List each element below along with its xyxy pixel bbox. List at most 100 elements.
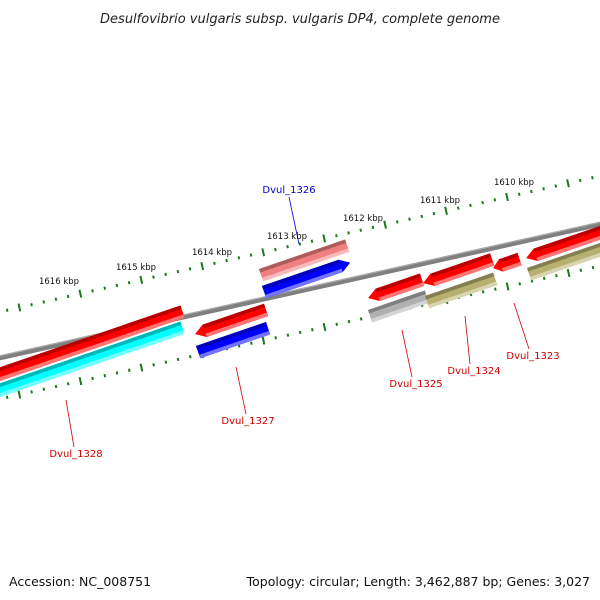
tick-mark (505, 192, 509, 202)
tick-mark (432, 211, 436, 216)
gene-arrow-bevel-bottom (265, 268, 343, 299)
gene-arrow-bevel-bottom (378, 282, 425, 302)
gene-dvul-1326-class[interactable] (262, 259, 351, 299)
gene-dvul-1327-class[interactable] (196, 322, 271, 359)
gene-dvul-1324-class[interactable] (425, 272, 498, 309)
tick-mark (115, 283, 119, 288)
tick-mark (493, 198, 497, 202)
tick-mark (481, 200, 484, 205)
tick-mark (335, 234, 338, 238)
accession-text: Accession: NC_008751 (9, 574, 151, 589)
gene-arrow-bevel-top (0, 305, 182, 372)
tick-mark (481, 290, 485, 294)
gene-arrow-bevel-bottom (433, 262, 495, 287)
tick-mark (261, 336, 266, 345)
gene-dvul-1328-class[interactable] (0, 321, 185, 398)
tick-mark (91, 289, 94, 293)
gene-next-class[interactable] (527, 239, 600, 281)
tick-mark (176, 269, 180, 274)
map-title: Desulfovibrio vulgaris subsp. vulgaris D… (100, 12, 500, 27)
gene-arrow-bevel-bottom (371, 299, 429, 323)
gene-arrow-bevel-top (533, 225, 600, 253)
gene-next-strand[interactable] (526, 223, 600, 262)
gene-label[interactable]: Dvul_1327 (221, 416, 274, 427)
tick-mark (383, 220, 387, 229)
tick-mark (237, 256, 241, 260)
gene-dvul-1325-class[interactable] (368, 290, 429, 323)
tick-mark (164, 272, 167, 277)
gene-arrow-bevel-bottom (530, 252, 600, 281)
tick-mark (188, 355, 192, 359)
gene-arrow-bevel-bottom (205, 312, 269, 338)
tick-mark (322, 234, 327, 243)
gene-arrow-bevel-bottom (501, 261, 522, 272)
tick-mark (261, 248, 266, 257)
tick-mark (249, 341, 253, 345)
gene-arrow-body (259, 239, 350, 282)
tick-mark (78, 376, 83, 386)
kbp-label: 1614 kbp (192, 248, 232, 258)
tick-mark (359, 228, 363, 232)
tick-mark (139, 275, 144, 284)
tick-mark (347, 231, 350, 235)
kbp-label: 1611 kbp (420, 196, 460, 206)
tick-mark (200, 261, 205, 271)
tick-mark (103, 286, 107, 290)
feature-tracks: 1610 kbp 1611 kbp 1612 kbp 1613 kbp 1614 kbp… (0, 176, 600, 460)
tick-mark (542, 187, 545, 191)
gene-arrow-bevel-top (425, 272, 495, 300)
tick-mark (30, 390, 33, 394)
tick-mark (408, 217, 411, 221)
tick-mark (359, 317, 363, 321)
tick-mark (66, 382, 70, 386)
kbp-label: 1612 kbp (343, 214, 383, 224)
gene-label[interactable]: Dvul_1326 (262, 185, 315, 196)
gene-label[interactable]: Dvul_1323 (506, 351, 559, 362)
gene-dvul-1328-strand[interactable] (0, 305, 185, 382)
tick-mark (54, 297, 58, 301)
gene-label[interactable]: Dvul_1328 (49, 449, 102, 460)
tick-mark (566, 179, 570, 188)
gene-dvul-1325-strand[interactable] (368, 273, 425, 302)
gene-arrow-bevel-top (368, 290, 426, 314)
gene-label[interactable]: Dvul_1325 (389, 379, 442, 390)
gene-dvul-1323-strand[interactable] (493, 252, 522, 272)
tick-mark (54, 384, 58, 389)
tick-mark (542, 276, 546, 281)
gene-label[interactable]: Dvul_1324 (447, 366, 500, 377)
gene-arrow-body (196, 322, 271, 359)
gene-label-leader (464, 315, 471, 365)
tick-mark (188, 267, 192, 271)
kbp-label: 1610 kbp (494, 178, 534, 188)
gene-dvul-1324-strand[interactable] (423, 253, 495, 287)
genome-backbone-highlight (0, 221, 600, 357)
tick-mark (127, 280, 131, 285)
kbp-label: 1615 kbp (116, 263, 156, 273)
gene-arrow-bevel-top (0, 321, 182, 388)
tick-mark (396, 220, 399, 224)
tick-mark (139, 363, 144, 372)
kbp-label: 1616 kbp (39, 277, 79, 287)
gene-arrow-bevel-bottom (428, 281, 498, 309)
gene-dvul-1326-strand[interactable] (259, 239, 350, 282)
tick-mark (578, 178, 582, 183)
tick-mark (579, 268, 583, 272)
tick-mark (5, 395, 9, 399)
tick-mark (5, 308, 9, 312)
tick-mark (591, 176, 594, 180)
gene-arrow-bevel-top (527, 242, 600, 272)
gene-arrow-bevel-top (498, 252, 519, 263)
tick-mark (554, 184, 558, 188)
tick-mark (103, 373, 107, 378)
tick-mark (456, 206, 460, 210)
outer-tick-ring (5, 176, 594, 312)
tick-mark (311, 328, 314, 332)
kbp-label: 1613 kbp (267, 232, 307, 242)
tick-mark (225, 258, 228, 263)
tick-mark (78, 289, 83, 298)
tick-mark (213, 261, 216, 265)
tick-mark (176, 357, 180, 362)
gene-dvul-1327-strand[interactable] (195, 303, 269, 338)
gene-arrow-bevel-top (262, 259, 340, 290)
